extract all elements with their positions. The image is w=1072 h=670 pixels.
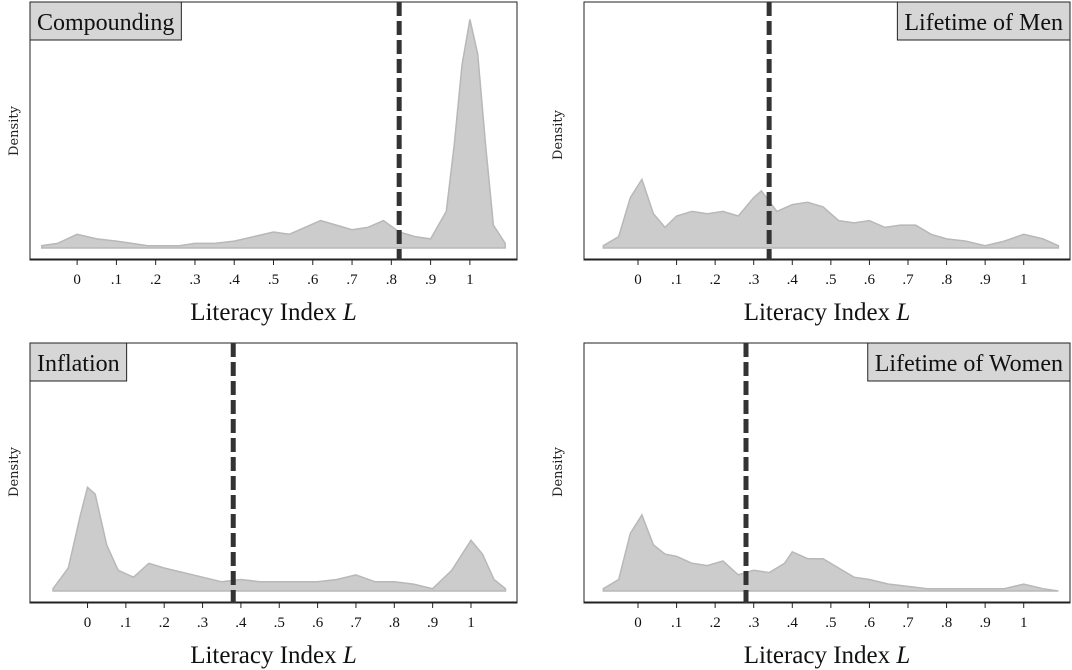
x-tick-label: .3 <box>748 272 759 288</box>
x-tick-label: .2 <box>159 615 170 631</box>
x-tick-label: .5 <box>274 615 285 631</box>
y-axis-label: Density <box>7 105 22 156</box>
x-tick-label: .2 <box>710 272 721 288</box>
x-tick-label: .1 <box>671 272 682 288</box>
x-tick-label: 1 <box>466 272 474 288</box>
panel-title: Inflation <box>37 351 120 377</box>
x-tick-label: .6 <box>307 272 319 288</box>
x-tick-label: .8 <box>389 615 400 631</box>
chart-panel-1: 0 .1 .2 .3 .4 .5 .6 .7 .8 .9 1 Literacy Index L Dens… <box>7 1 518 326</box>
x-tick-label: 0 <box>634 615 642 631</box>
chart-panel-4: 0 .1 .2 .3 .4 .5 .6 .7 .8 .9 1 Literacy Index L Dens… <box>551 342 1071 669</box>
x-tick-label: .1 <box>671 615 682 631</box>
x-tick-label: .6 <box>312 615 324 631</box>
x-tick-label: .3 <box>197 615 208 631</box>
x-tick-label: 1 <box>1020 615 1028 631</box>
x-tick-label: 0 <box>73 272 81 288</box>
x-tick-label: .3 <box>748 615 759 631</box>
x-tick-label: .4 <box>229 272 241 288</box>
x-axis-label: Literacy Index L <box>744 299 911 326</box>
x-axis-label: Literacy Index L <box>744 642 911 669</box>
x-tick-label: .1 <box>120 615 131 631</box>
x-tick-label: .2 <box>710 615 721 631</box>
x-axis-label: Literacy Index L <box>190 642 357 669</box>
y-axis-label: Density <box>551 446 566 497</box>
x-tick-label: .5 <box>268 272 279 288</box>
x-tick-label: .2 <box>150 272 161 288</box>
panel-title-box <box>896 1 1071 41</box>
x-tick-label: .4 <box>235 615 247 631</box>
x-tick-label: .8 <box>941 272 952 288</box>
x-axis-label: Literacy Index L <box>190 299 357 326</box>
x-tick-label: 1 <box>467 615 475 631</box>
x-tick-label: .8 <box>941 615 952 631</box>
chart-panel-3: 0 .1 .2 .3 .4 .5 .6 .7 .8 .9 1 Literacy Index L Dens… <box>7 342 518 669</box>
x-tick-label: .7 <box>346 272 358 288</box>
density-area <box>52 485 507 592</box>
panel-title: Compounding <box>37 10 174 36</box>
x-tick-label: .6 <box>864 272 876 288</box>
x-tick-label: .9 <box>425 272 436 288</box>
x-tick-label: .4 <box>787 272 799 288</box>
x-axis-variable: L <box>895 299 910 326</box>
x-tick-label: .9 <box>980 272 991 288</box>
panel-title: Lifetime of Men <box>904 10 1063 36</box>
x-tick-label: .1 <box>111 272 122 288</box>
x-tick-label: .9 <box>427 615 438 631</box>
panel-title-box <box>867 342 1071 382</box>
density-area <box>602 513 1059 592</box>
x-tick-label: .3 <box>189 272 200 288</box>
x-tick-label: 1 <box>1020 272 1028 288</box>
x-tick-label: 0 <box>84 615 92 631</box>
x-tick-label: .7 <box>902 615 914 631</box>
x-tick-label: .5 <box>825 272 836 288</box>
x-tick-label: .5 <box>825 615 836 631</box>
x-axis-variable: L <box>342 299 357 326</box>
y-axis-label: Density <box>7 446 22 497</box>
plot-frame <box>29 1 518 261</box>
x-axis-variable: L <box>895 642 910 669</box>
x-tick-label: .4 <box>787 615 799 631</box>
panel-title: Lifetime of Women <box>875 351 1063 377</box>
y-axis-label: Density <box>551 109 566 160</box>
x-tick-label: 0 <box>634 272 642 288</box>
panel-title-box <box>29 1 182 41</box>
x-tick-label: .7 <box>350 615 362 631</box>
x-tick-label: .8 <box>386 272 397 288</box>
chart-panel-2: 0 .1 .2 .3 .4 .5 .6 .7 .8 .9 1 Literacy Index L Dens… <box>551 1 1071 326</box>
x-tick-label: .9 <box>980 615 991 631</box>
panel-title-box <box>29 342 128 382</box>
x-tick-label: .6 <box>864 615 876 631</box>
x-tick-label: .7 <box>902 272 914 288</box>
density-area <box>41 19 506 249</box>
x-axis-variable: L <box>342 642 357 669</box>
density-area <box>602 177 1060 249</box>
